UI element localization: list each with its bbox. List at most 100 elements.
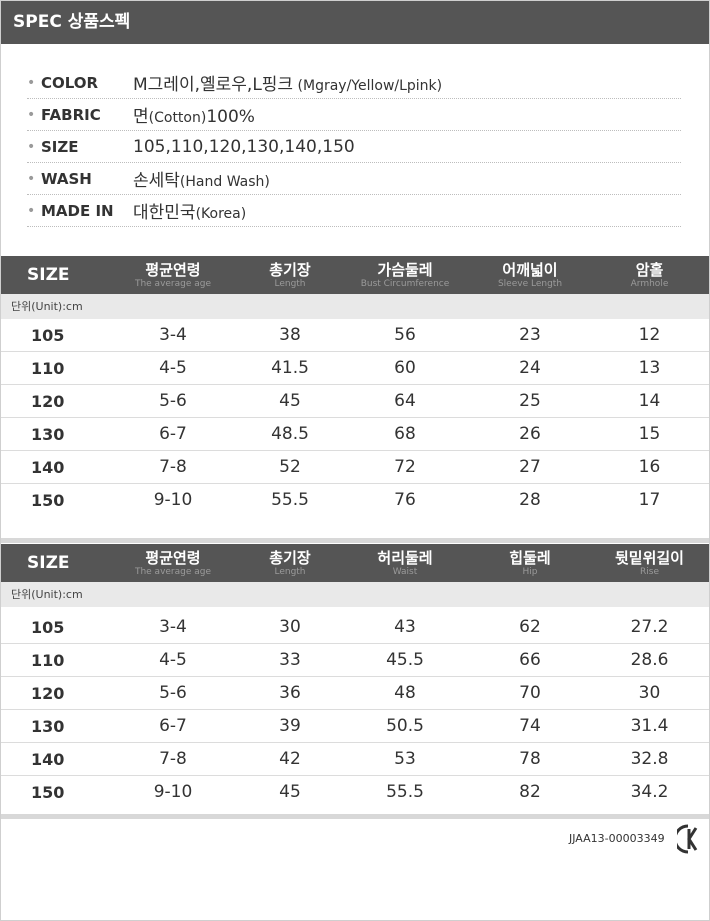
measure-cell: 78 — [519, 749, 541, 769]
info-value: 대한민국(Korea) — [133, 203, 247, 223]
header-armhole: 암홀 Armhole — [630, 260, 669, 289]
measure-cell: 64 — [394, 391, 416, 411]
measure-cell: 55.5 — [386, 782, 424, 802]
measure-cell: 25 — [519, 391, 541, 411]
measure-cell: 43 — [394, 617, 416, 637]
table-row: 150 9-10 45 55.5 82 34.2 — [1, 776, 709, 808]
table-row: 130 6-7 39 50.5 74 31.4 — [1, 710, 709, 743]
header-length: 총기장 Length — [269, 548, 311, 577]
measure-cell: 76 — [394, 490, 416, 510]
table-body: 105 3-4 30 43 62 27.2 110 4-5 33 45.5 66 28.6 120 5-6… — [1, 607, 709, 808]
measure-cell: 31.4 — [630, 716, 669, 736]
age-cell: 5-6 — [159, 683, 187, 703]
info-label: COLOR — [41, 73, 99, 92]
age-cell: 9-10 — [153, 782, 193, 802]
length-cell: 39 — [279, 716, 301, 736]
measure-cell: 72 — [394, 457, 416, 477]
measure-cell: 70 — [519, 683, 541, 703]
age-cell: 4-5 — [159, 650, 187, 670]
length-cell: 52 — [279, 457, 301, 477]
age-cell: 6-7 — [159, 716, 187, 736]
size-cell: 150 — [31, 782, 65, 802]
info-row-fabric: • FABRIC 면(Cotton)100% — [27, 99, 681, 131]
table-body: 105 3-4 38 56 23 12 110 4-5 41.5 60 24 13 120 5-6 45 64… — [1, 319, 709, 516]
length-cell: 42 — [279, 749, 301, 769]
measure-cell: 27 — [519, 457, 541, 477]
kc-mark-icon — [677, 824, 698, 854]
measure-cell: 24 — [519, 358, 541, 378]
length-cell: 38 — [279, 325, 301, 345]
measure-cell: 14 — [638, 391, 661, 411]
length-cell: 45 — [279, 391, 301, 411]
measure-cell: 68 — [394, 424, 416, 444]
length-cell: 55.5 — [271, 490, 309, 510]
measure-cell: 28 — [519, 490, 541, 510]
table-row: 130 6-7 48.5 68 26 15 — [1, 418, 709, 451]
size-cell: 130 — [31, 716, 65, 736]
measure-cell: 45.5 — [386, 650, 424, 670]
info-row-size: • SIZE 105,110,120,130,140,150 — [27, 131, 681, 163]
length-cell: 30 — [279, 617, 301, 637]
measure-cell: 16 — [638, 457, 661, 477]
table-row: 110 4-5 33 45.5 66 28.6 — [1, 644, 709, 677]
measure-cell: 34.2 — [630, 782, 669, 802]
info-row-color: • COLOR M그레이,옐로우,L핑크 (Mgray/Yellow/Lpink… — [27, 67, 681, 99]
age-cell: 3-4 — [159, 325, 187, 345]
measure-cell: 27.2 — [630, 617, 669, 637]
measure-cell: 53 — [394, 749, 416, 769]
table-row: 150 9-10 55.5 76 28 17 — [1, 484, 709, 516]
header-bust: 가슴둘레 Bust Circumference — [360, 260, 450, 289]
measure-cell: 48 — [394, 683, 416, 703]
size-cell: 140 — [31, 749, 65, 769]
bullet-icon: • — [27, 202, 36, 219]
measure-cell: 62 — [519, 617, 541, 637]
age-cell: 4-5 — [159, 358, 187, 378]
header-age: 평균연령 The average age — [134, 548, 212, 577]
info-label: WASH — [41, 169, 92, 188]
size-cell: 105 — [31, 617, 65, 637]
measure-cell: 32.8 — [630, 749, 669, 769]
age-cell: 9-10 — [153, 490, 193, 510]
age-cell: 7-8 — [159, 749, 187, 769]
table-header: SIZE 평균연령 The average age 총기장 Length 허리둘레 W… — [1, 544, 709, 582]
measure-cell: 50.5 — [386, 716, 424, 736]
table-row: 120 5-6 36 48 70 30 — [1, 677, 709, 710]
measure-cell: 56 — [394, 325, 416, 345]
measure-cell: 15 — [638, 424, 661, 444]
length-cell: 41.5 — [271, 358, 309, 378]
measure-cell: 82 — [519, 782, 541, 802]
age-cell: 7-8 — [159, 457, 187, 477]
age-cell: 5-6 — [159, 391, 187, 411]
certification-code: JJAA13-00003349 — [569, 832, 665, 845]
info-value: 105,110,120,130,140,150 — [133, 136, 355, 157]
header-size: SIZE — [27, 553, 70, 573]
size-cell: 150 — [31, 490, 65, 510]
table-row: 140 7-8 42 53 78 32.8 — [1, 743, 709, 776]
table-row: 110 4-5 41.5 60 24 13 — [1, 352, 709, 385]
measure-cell: 23 — [519, 325, 541, 345]
table-row: 105 3-4 30 43 62 27.2 — [1, 611, 709, 644]
measure-cell: 26 — [519, 424, 541, 444]
info-value: 손세탁(Hand Wash) — [133, 171, 270, 191]
info-row-made-in: • MADE IN 대한민국(Korea) — [27, 195, 681, 227]
info-label: MADE IN — [41, 201, 114, 220]
unit-label: 단위(Unit):cm — [1, 582, 709, 607]
header-hip: 힙둘레 Hip — [509, 548, 551, 577]
measure-cell: 66 — [519, 650, 541, 670]
product-info-list: • COLOR M그레이,옐로우,L핑크 (Mgray/Yellow/Lpink… — [27, 67, 681, 227]
info-label: FABRIC — [41, 105, 101, 124]
table-row: 120 5-6 45 64 25 14 — [1, 385, 709, 418]
bullet-icon: • — [27, 170, 36, 187]
length-cell: 45 — [279, 782, 301, 802]
size-cell: 130 — [31, 424, 65, 444]
section-divider — [1, 538, 709, 543]
size-cell: 105 — [31, 325, 65, 345]
info-label: SIZE — [41, 137, 79, 156]
spec-header-title: SPEC 상품스펙 — [1, 1, 709, 44]
table-header: SIZE 평균연령 The average age 총기장 Length 가슴둘레 B… — [1, 256, 709, 294]
bullet-icon: • — [27, 106, 36, 123]
age-cell: 6-7 — [159, 424, 187, 444]
section-divider — [1, 814, 709, 819]
header-size: SIZE — [27, 265, 70, 285]
